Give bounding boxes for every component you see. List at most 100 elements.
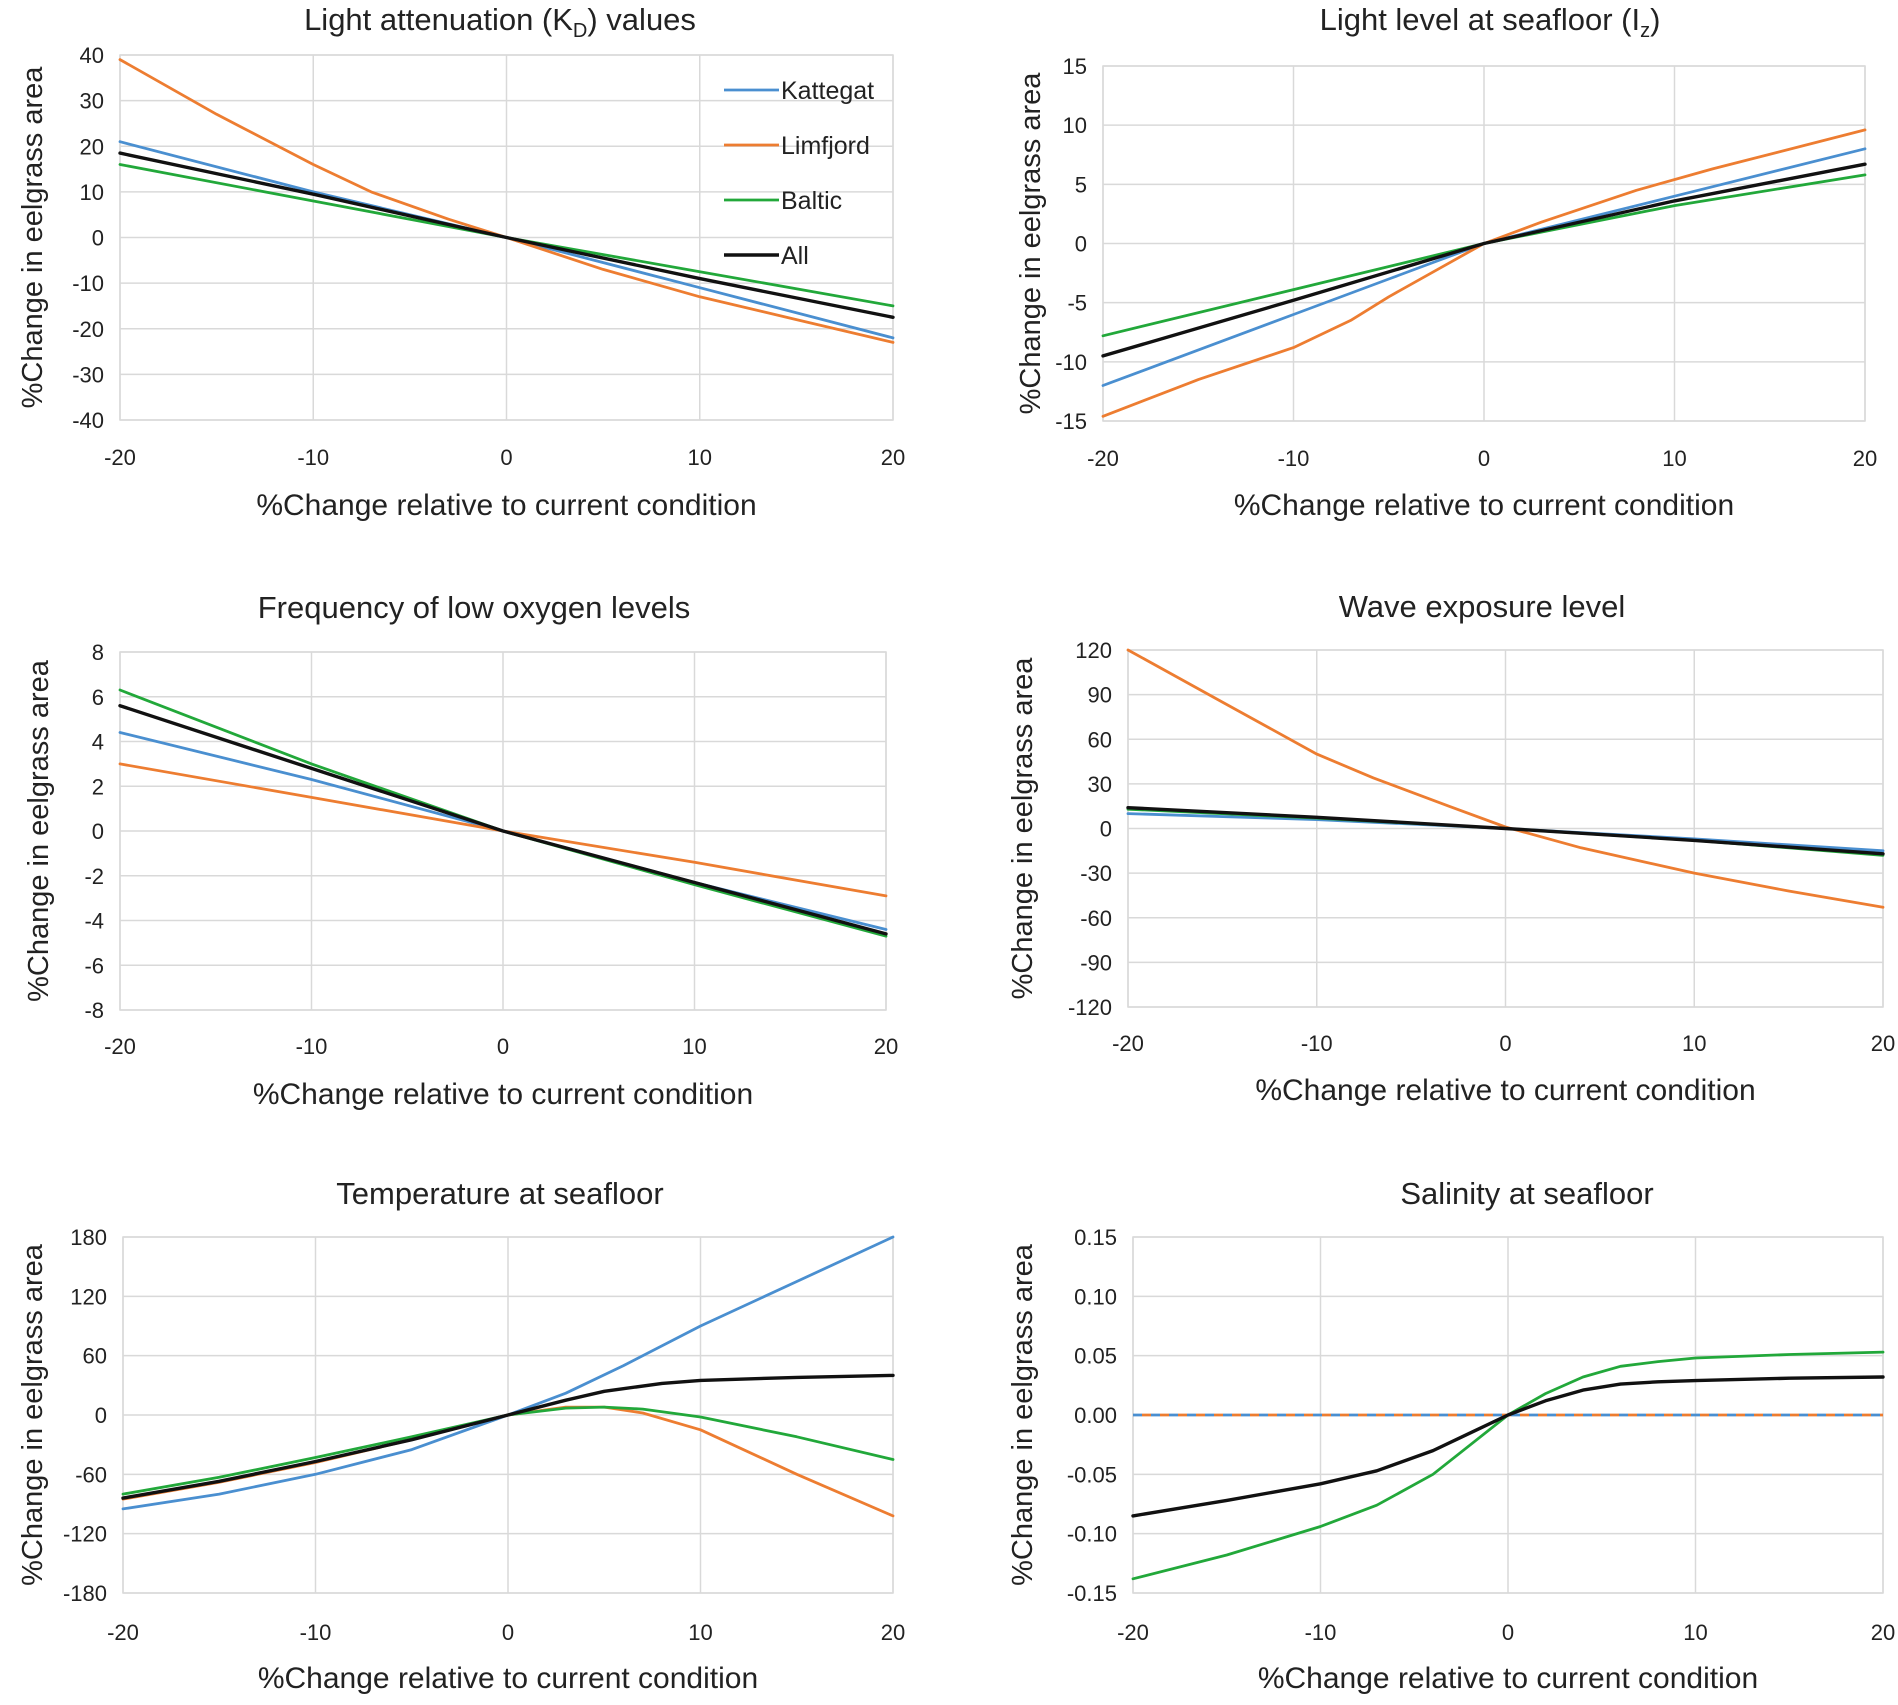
- y-tick-label: -0.05: [1067, 1462, 1117, 1487]
- x-tick-label: -20: [1117, 1620, 1149, 1645]
- x-tick-label: -20: [1112, 1031, 1144, 1056]
- series-line-all: [1126, 806, 1885, 856]
- plot-area: [122, 1236, 894, 1594]
- chart-title-suffix: ): [1650, 2, 1660, 37]
- y-tick-label: 0: [92, 226, 104, 251]
- series-line-all: [1101, 162, 1867, 358]
- series-line-all: [118, 151, 895, 319]
- y-axis-label: %Change in eelgrass area: [17, 66, 49, 409]
- x-tick-label: -20: [104, 1034, 136, 1059]
- chart-title: Light level at seafloor (Iz): [1320, 2, 1661, 42]
- x-tick-label: 10: [688, 1620, 712, 1645]
- x-tick-label: -20: [104, 445, 136, 470]
- y-tick-label: 60: [83, 1344, 107, 1369]
- x-tick-label: 0: [1478, 446, 1490, 471]
- x-tick-label: 10: [1683, 1620, 1707, 1645]
- chart-panel-2: 15 10 5 0 -5 -10 -15-20 -10 0 10 20 Light level at …: [1015, 2, 1877, 522]
- x-tick-label: 20: [1853, 446, 1877, 471]
- y-tick-label: -5: [1067, 291, 1087, 316]
- chart-title-subscript: z: [1640, 20, 1650, 42]
- chart-title-main: Light level at seafloor (I: [1320, 2, 1641, 37]
- y-tick-label: -10: [1055, 350, 1087, 375]
- series-line-limfjord: [118, 58, 895, 344]
- x-tick-label: 10: [688, 445, 712, 470]
- y-tick-label: 2: [92, 774, 104, 799]
- legend-label-all: All: [781, 242, 809, 270]
- y-tick-label: -2: [84, 864, 104, 889]
- plot-area: [1127, 649, 1884, 1008]
- chart-title-main: Wave exposure level: [1339, 589, 1626, 624]
- series-line-baltic: [121, 1405, 895, 1496]
- y-axis-label: %Change in eelgrass area: [1007, 1243, 1039, 1586]
- plot-area: [1102, 65, 1866, 422]
- y-tick-label: 15: [1063, 54, 1087, 79]
- chart-title-main: Light attenuation (K: [304, 2, 573, 37]
- y-tick-label: 5: [1075, 172, 1087, 197]
- chart-title-main: Temperature at seafloor: [336, 1176, 663, 1211]
- chart-panel-4: 120 90 60 30 0 -30 -60 -90 -120-20 -10 0 10 20 Wave e…: [1007, 589, 1895, 1107]
- y-axis-label: %Change in eelgrass area: [1007, 657, 1039, 1000]
- x-tick-label: 0: [1499, 1031, 1511, 1056]
- y-tick-label: 60: [1088, 727, 1112, 752]
- chart-title: Frequency of low oxygen levels: [258, 590, 691, 625]
- y-tick-label: -0.10: [1067, 1522, 1117, 1547]
- x-axis-label: %Change relative to current condition: [1258, 1662, 1758, 1695]
- chart-title: Salinity at seafloor: [1400, 1176, 1653, 1211]
- y-tick-label: 10: [80, 180, 104, 205]
- x-tick-label: 20: [881, 1620, 905, 1645]
- y-tick-label: -10: [72, 271, 104, 296]
- y-tick-label: 6: [92, 685, 104, 710]
- y-tick-label: 0: [92, 819, 104, 844]
- x-tick-label: -20: [1087, 446, 1119, 471]
- legend-label-kattegat: Kattegat: [781, 77, 874, 105]
- legend-label-limfjord: Limfjord: [781, 132, 870, 160]
- x-tick-label: 0: [502, 1620, 514, 1645]
- x-tick-label: -20: [107, 1620, 139, 1645]
- x-axis-label: %Change relative to current condition: [1234, 489, 1734, 522]
- y-tick-label: 4: [92, 730, 104, 755]
- x-tick-label: 20: [881, 445, 905, 470]
- x-tick-label: 10: [1682, 1031, 1706, 1056]
- legend: Kattegat Limfjord Baltic All: [724, 77, 874, 270]
- y-tick-label: 120: [1075, 638, 1112, 663]
- y-tick-label: -4: [84, 909, 104, 934]
- chart-title: Temperature at seafloor: [336, 1176, 663, 1211]
- chart-title: Wave exposure level: [1339, 589, 1626, 624]
- y-axis-label: %Change in eelgrass area: [17, 1243, 49, 1586]
- y-tick-label: 120: [70, 1284, 107, 1309]
- x-tick-label: 0: [497, 1034, 509, 1059]
- y-tick-label: 30: [80, 89, 104, 114]
- y-tick-label: 0.15: [1074, 1225, 1117, 1250]
- y-tick-label: 30: [1088, 772, 1112, 797]
- y-tick-label: -20: [72, 317, 104, 342]
- series-line-all: [121, 1373, 895, 1500]
- y-tick-label: 180: [70, 1225, 107, 1250]
- y-tick-label: -30: [72, 362, 104, 387]
- x-tick-label: -10: [1278, 446, 1310, 471]
- y-tick-label: 90: [1088, 683, 1112, 708]
- chart-title-main: Frequency of low oxygen levels: [258, 590, 691, 625]
- x-axis-label: %Change relative to current condition: [253, 1078, 753, 1111]
- y-tick-label: 8: [92, 640, 104, 665]
- y-tick-label: 0: [1075, 232, 1087, 257]
- y-tick-label: 0: [1100, 817, 1112, 842]
- x-tick-label: 10: [682, 1034, 706, 1059]
- y-tick-label: -120: [1068, 995, 1112, 1020]
- series-line-limfjord: [1101, 128, 1867, 418]
- y-axis-label: %Change in eelgrass area: [1015, 72, 1047, 415]
- chart-title: Light attenuation (KD) values: [304, 2, 696, 42]
- y-tick-label: -0.15: [1067, 1581, 1117, 1606]
- x-tick-label: -10: [300, 1620, 332, 1645]
- x-tick-label: 10: [1662, 446, 1686, 471]
- plot-area: [119, 54, 894, 421]
- y-axis-label: %Change in eelgrass area: [23, 659, 55, 1002]
- x-tick-label: 20: [1871, 1031, 1895, 1056]
- y-tick-label: -120: [63, 1522, 107, 1547]
- y-tick-label: -90: [1080, 950, 1112, 975]
- y-tick-label: -8: [84, 998, 104, 1023]
- x-axis-label: %Change relative to current condition: [258, 1662, 758, 1695]
- y-tick-label: -180: [63, 1581, 107, 1606]
